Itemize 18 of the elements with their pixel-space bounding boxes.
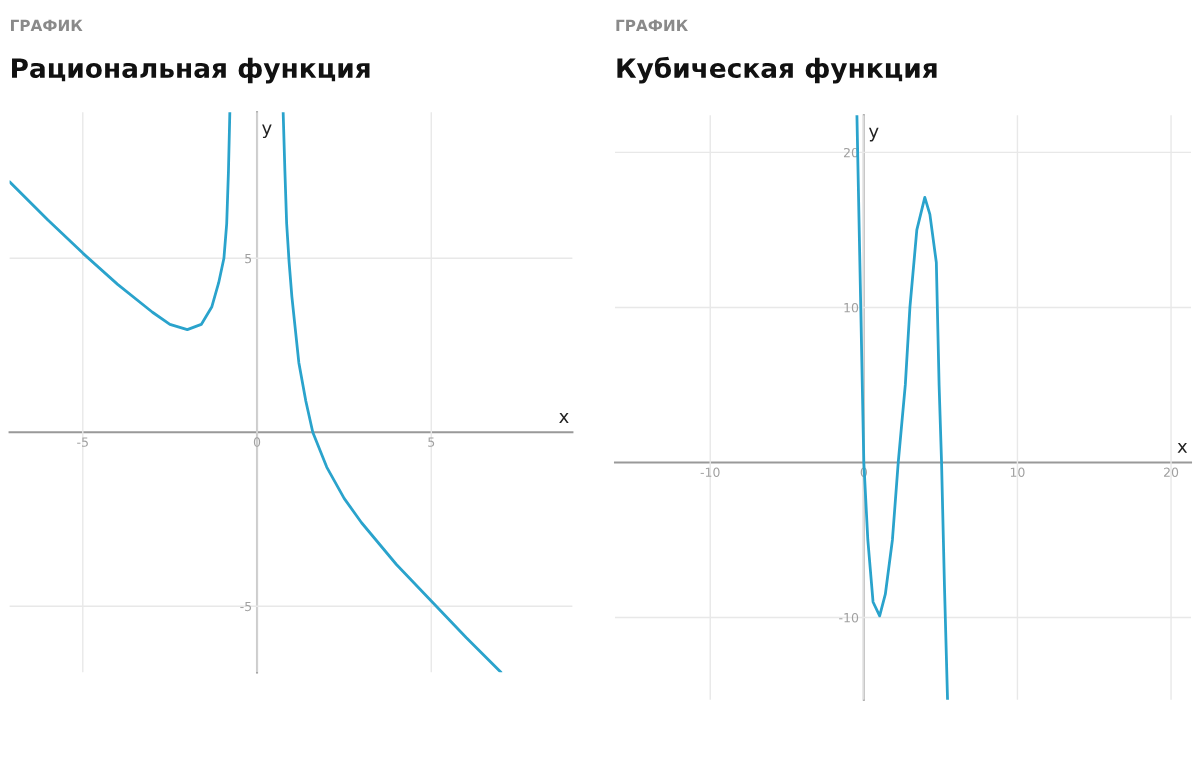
chart-title: Кубическая функция [617,56,937,84]
x-axis-title: x [1177,442,1188,453]
line-series [9,112,232,332]
x-axis-title: x [559,413,569,423]
chart-subtitle: ГРАФИК [11,19,83,31]
x-tick-label: -5 [77,437,88,447]
y-tick-label: 10 [844,302,859,313]
x-tick-label: 10 [1010,467,1025,477]
chart-title: Рациональная функция [12,57,370,84]
x-tick-label: -10 [700,467,720,477]
y-tick-label: -10 [839,612,859,623]
x-tick-label: 5 [428,437,435,447]
chart-subtitle: ГРАФИК [616,19,688,31]
x-tick-label: 20 [1163,467,1179,477]
x-tick-label: 0 [253,437,261,447]
line-series [281,112,503,673]
y-axis-title: y [262,124,272,139]
y-axis-title: y [868,127,879,142]
